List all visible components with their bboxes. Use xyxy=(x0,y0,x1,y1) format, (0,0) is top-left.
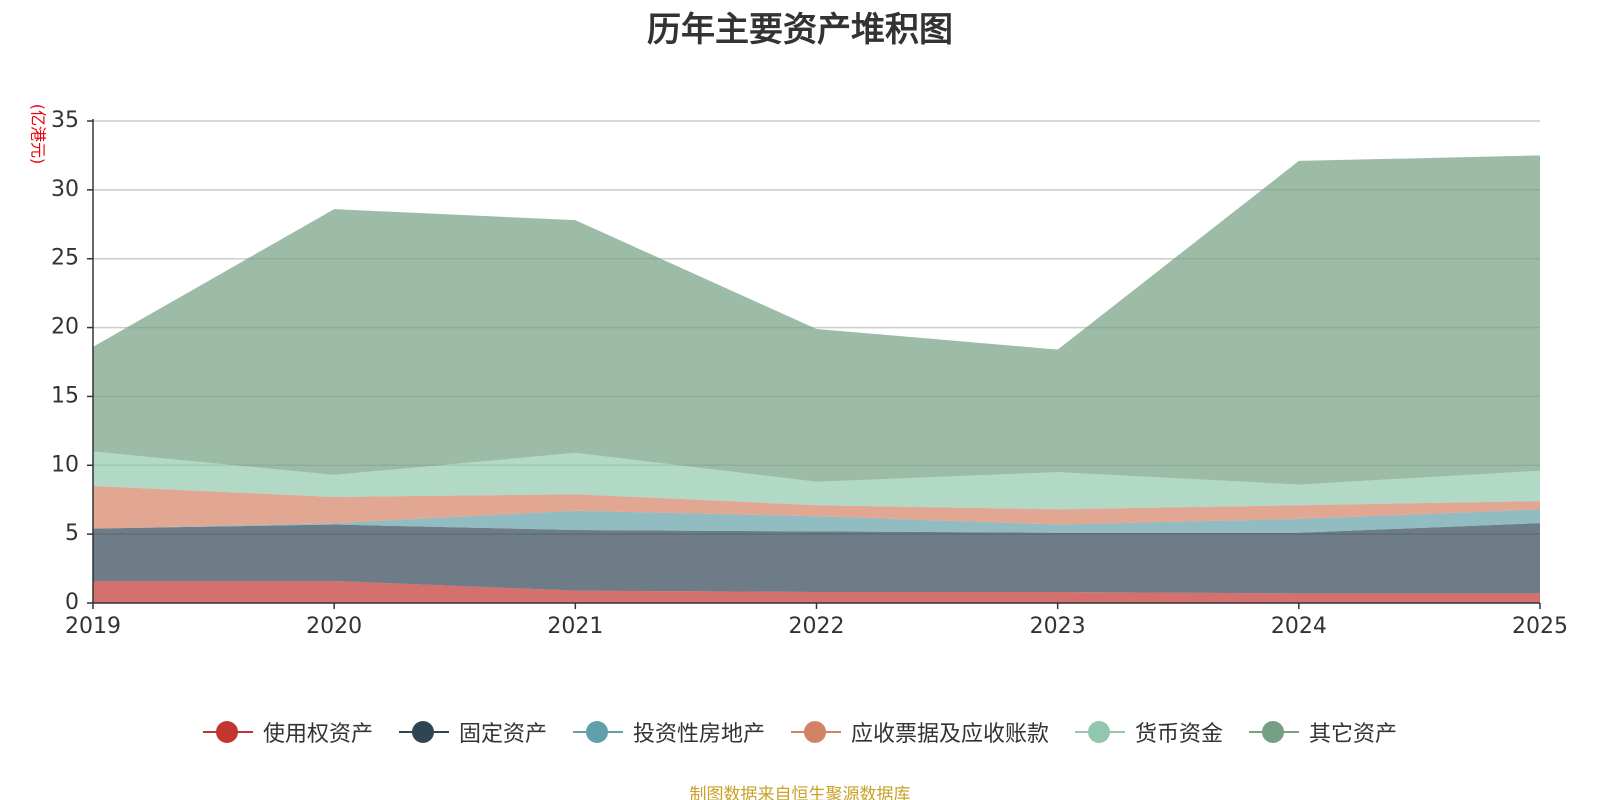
legend-swatch-icon xyxy=(1249,720,1300,744)
legend-swatch-icon xyxy=(398,720,449,744)
y-tick-label: 10 xyxy=(51,452,79,477)
y-tick-label: 25 xyxy=(51,246,79,271)
x-tick-label: 2022 xyxy=(789,614,845,639)
stacked-areas xyxy=(93,155,1540,603)
x-tick-label: 2023 xyxy=(1030,614,1086,639)
legend-label: 货币资金 xyxy=(1135,722,1224,747)
area-series-5[interactable] xyxy=(93,155,1540,485)
legend-dot-icon xyxy=(585,721,608,743)
legend-label: 其它资产 xyxy=(1309,722,1398,747)
y-tick-label: 35 xyxy=(51,108,79,133)
legend-dot-icon xyxy=(1088,721,1111,743)
legend-swatch-icon xyxy=(572,720,623,744)
y-tick-label: 15 xyxy=(51,383,79,408)
legend-dot-icon xyxy=(411,721,434,743)
legend-label: 固定资产 xyxy=(458,722,547,747)
legend-swatch-icon xyxy=(1075,720,1126,744)
source-note: 制图数据来自恒生聚源数据库 xyxy=(689,785,911,800)
legend-swatch-icon xyxy=(791,720,841,744)
y-tick-label: 30 xyxy=(51,177,79,202)
y-tick-label: 20 xyxy=(51,315,79,340)
legend-item-3[interactable]: 应收票据及应收账款 xyxy=(791,716,1049,748)
legend-item-4[interactable]: 货币资金 xyxy=(1075,716,1223,748)
legend-item-0[interactable]: 使用权资产 xyxy=(202,716,373,748)
legend-swatch-icon xyxy=(202,720,253,744)
area-series-3[interactable] xyxy=(93,485,1540,529)
x-tick-label: 2020 xyxy=(306,614,362,639)
legend-label: 使用权资产 xyxy=(262,722,373,747)
x-tick-label: 2021 xyxy=(547,614,603,639)
area-series-2[interactable] xyxy=(93,509,1540,533)
chart-title: 历年主要资产堆积图 xyxy=(647,10,953,50)
x-tick-label: 2024 xyxy=(1271,614,1327,639)
legend-item-2[interactable]: 投资性房地产 xyxy=(572,716,765,748)
x-tick-label: 2019 xyxy=(65,614,121,639)
x-tick-label: 2025 xyxy=(1512,614,1568,639)
legend: 使用权资产 固定资产 投资性房地产 应收票据及应收账款 货币资金 其它资产 xyxy=(0,716,1600,748)
legend-item-1[interactable]: 固定资产 xyxy=(398,716,547,748)
area-series-4[interactable] xyxy=(93,451,1540,510)
legend-dot-icon xyxy=(804,721,826,743)
legend-label: 应收票据及应收账款 xyxy=(851,722,1050,747)
legend-dot-icon xyxy=(215,721,238,743)
legend-label: 投资性房地产 xyxy=(632,722,765,747)
legend-dot-icon xyxy=(1262,721,1285,743)
y-tick-label: 5 xyxy=(65,521,79,546)
area-series-1[interactable] xyxy=(93,523,1540,594)
y-tick-label: 0 xyxy=(65,590,79,615)
legend-item-5[interactable]: 其它资产 xyxy=(1249,716,1397,748)
y-axis-label: (亿港元) xyxy=(29,104,48,165)
